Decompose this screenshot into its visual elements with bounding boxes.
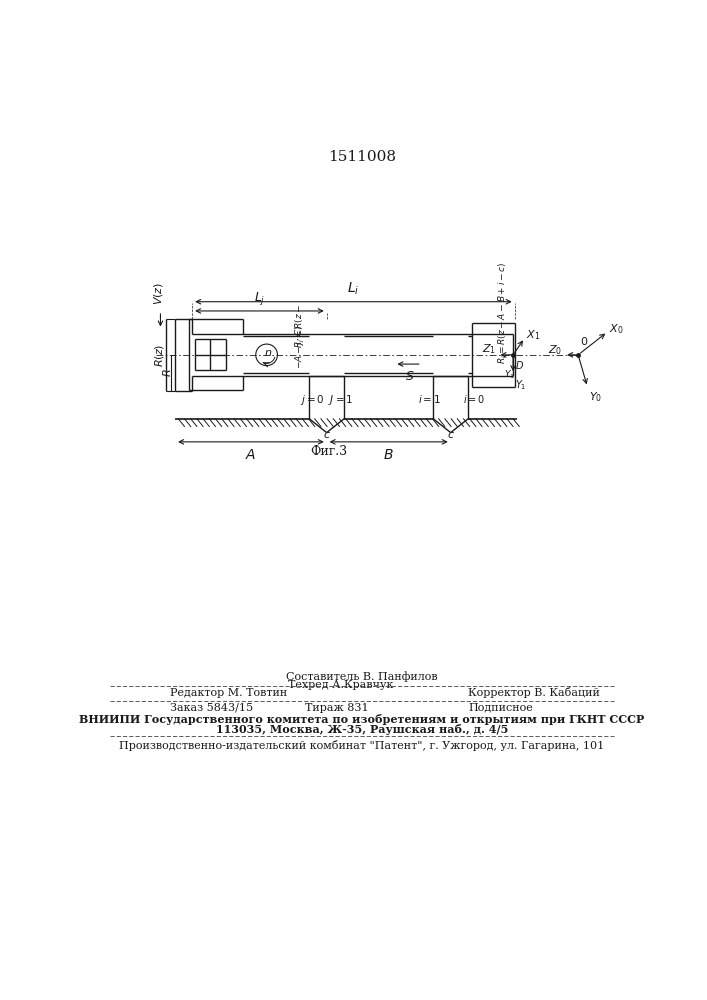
- Text: $-A-j\cdot C)$: $-A-j\cdot C)$: [293, 325, 306, 369]
- Text: $A$: $A$: [245, 448, 257, 462]
- Text: 113035, Москва, Ж-35, Раушская наб., д. 4/5: 113035, Москва, Ж-35, Раушская наб., д. …: [216, 724, 508, 735]
- Text: $B$: $B$: [383, 448, 394, 462]
- Text: Заказ 5843/15: Заказ 5843/15: [170, 703, 253, 713]
- Text: $0$: $0$: [580, 335, 589, 347]
- Text: $R(z)$: $R(z)$: [153, 343, 166, 367]
- Text: $Z_0$: $Z_0$: [549, 343, 563, 357]
- Text: $R$: $R$: [161, 369, 173, 377]
- Text: Подписное: Подписное: [468, 703, 533, 713]
- Text: $i=0$: $i=0$: [463, 393, 486, 405]
- Text: $Z_1$: $Z_1$: [482, 342, 496, 356]
- Text: $S$: $S$: [405, 370, 415, 383]
- Text: $c$: $c$: [447, 430, 455, 440]
- Text: Фиг.3: Фиг.3: [310, 445, 347, 458]
- Text: Корректор В. Кабаций: Корректор В. Кабаций: [468, 687, 600, 698]
- Text: $i=1$: $i=1$: [418, 393, 441, 405]
- Text: Производственно-издательский комбинат "Патент", г. Ужгород, ул. Гагарина, 101: Производственно-издательский комбинат "П…: [119, 740, 604, 751]
- Text: $j=0$  $J=1$: $j=0$ $J=1$: [300, 393, 354, 407]
- Text: $V(z)$: $V(z)$: [153, 282, 165, 305]
- Text: $R_i=R(z-A-B+i-c)$: $R_i=R(z-A-B+i-c)$: [497, 261, 509, 364]
- Text: $L_i$: $L_i$: [347, 281, 360, 297]
- Text: $X_1$: $X_1$: [526, 328, 541, 342]
- Text: Техред А.Кравчук: Техред А.Кравчук: [288, 680, 394, 690]
- Text: Редактор М. Товтин: Редактор М. Товтин: [170, 688, 287, 698]
- Text: $Y_0$: $Y_0$: [589, 390, 602, 404]
- Text: $X_0$: $X_0$: [609, 323, 624, 336]
- Text: Составитель В. Панфилов: Составитель В. Панфилов: [286, 671, 438, 682]
- Text: $D$: $D$: [515, 359, 525, 371]
- Text: 1511008: 1511008: [328, 150, 396, 164]
- Text: Тираж 831: Тираж 831: [305, 703, 369, 713]
- Text: $R_j=R(z-$: $R_j=R(z-$: [293, 304, 307, 348]
- Text: $Y_1$: $Y_1$: [515, 378, 526, 392]
- Text: $c$: $c$: [322, 430, 331, 440]
- Text: $n$: $n$: [264, 348, 272, 358]
- Text: $L_j$: $L_j$: [254, 290, 265, 307]
- Text: ВНИИПИ Государственного комитета по изобретениям и открытиям при ГКНТ СССР: ВНИИПИ Государственного комитета по изоб…: [79, 714, 645, 725]
- Text: $Y_1$: $Y_1$: [503, 369, 515, 381]
